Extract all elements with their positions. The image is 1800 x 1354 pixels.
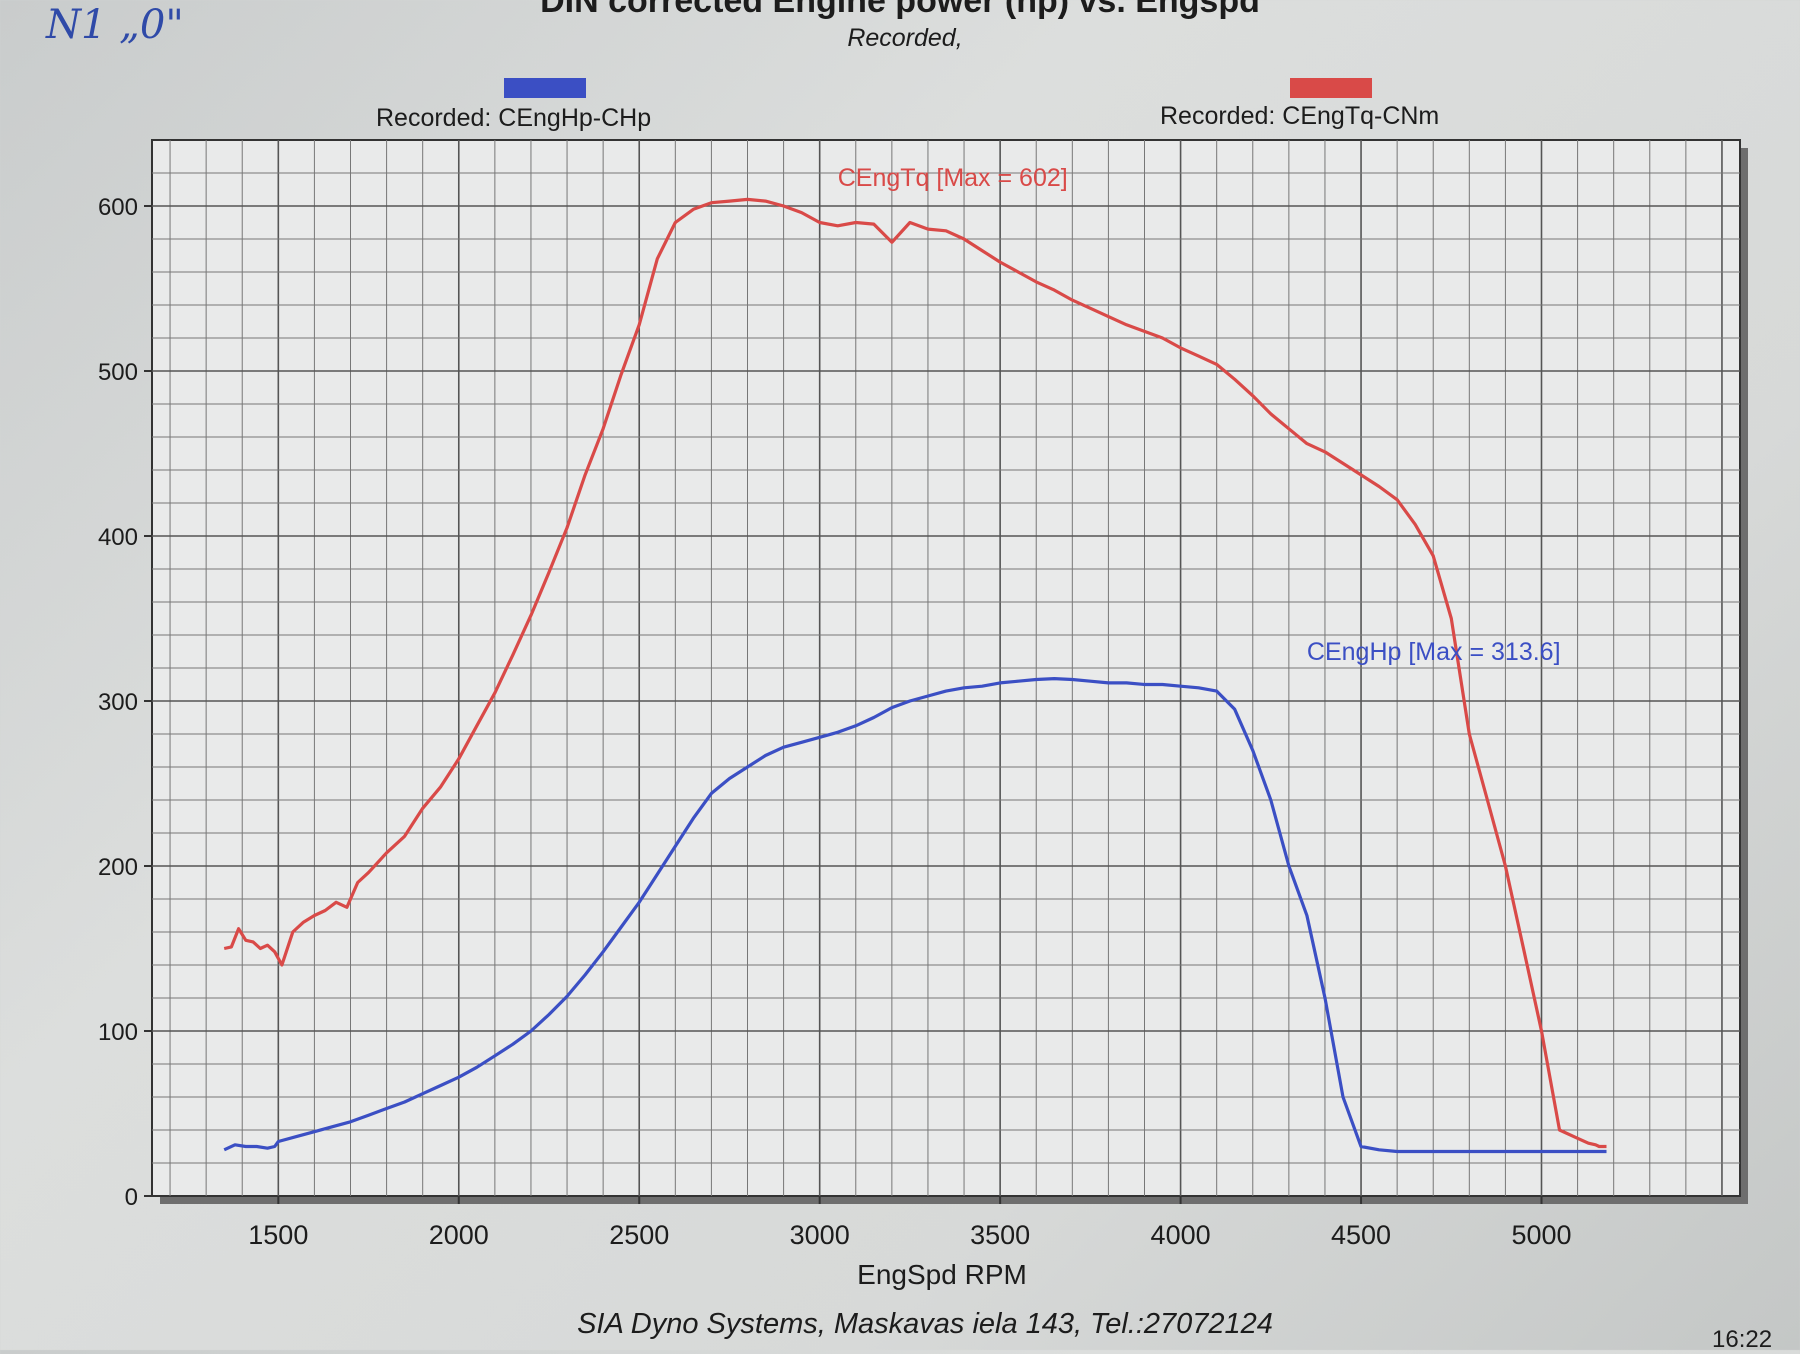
x-tick-label: 2000 <box>429 1220 489 1250</box>
chart-title: DIN corrected Engine power (hp) vs. Engs… <box>540 0 1260 20</box>
y-tick-label: 500 <box>98 359 138 386</box>
legend-swatch-torque <box>1290 78 1372 98</box>
y-tick-label: 0 <box>125 1184 138 1211</box>
x-tick-label: 5000 <box>1511 1220 1571 1250</box>
y-tick-label: 100 <box>98 1019 138 1046</box>
x-tick-label: 3000 <box>790 1220 850 1250</box>
x-tick-label: 4500 <box>1331 1220 1391 1250</box>
chart-subtitle: Recorded, <box>847 24 963 52</box>
series-line-cenghp <box>223 676 1607 1154</box>
x-tick-label: 3500 <box>970 1220 1030 1250</box>
y-tick-label: 200 <box>98 854 138 881</box>
chart-svg: 0 100 200 300 400 500 600 1500 2000 2500 3000 3500 4… <box>98 139 1748 1290</box>
x-axis-label: EngSpd RPM <box>857 1259 1027 1290</box>
legend-label-power: Recorded: CEngHp-CHp <box>376 104 652 132</box>
handwritten-note: N1 „0" <box>46 2 184 48</box>
x-tick-label: 4000 <box>1151 1220 1211 1250</box>
x-tick-label: 2500 <box>609 1220 669 1250</box>
y-tick-label: 400 <box>98 524 138 551</box>
legend-label-torque: Recorded: CEngTq-CNm <box>1160 102 1440 130</box>
axes: 0 100 200 300 400 500 600 1500 2000 2500 3000 3500 4… <box>98 194 1572 1290</box>
legend-swatch-power <box>504 78 586 98</box>
power-max-annotation: CEngHp [Max = 313.6] <box>1307 638 1561 666</box>
grid <box>151 139 1748 1204</box>
x-tick-label: 1500 <box>248 1220 308 1250</box>
footer-company: SIA Dyno Systems, Maskavas iela 143, Tel… <box>577 1308 1273 1340</box>
y-tick-label: 600 <box>98 194 138 221</box>
y-tick-label: 300 <box>98 689 138 716</box>
series: CEngTq [Max = 602] CEngHp [Max = 313.6] <box>223 164 1607 1154</box>
footer-time: 16:22 <box>1712 1326 1773 1353</box>
torque-max-annotation: CEngTq [Max = 602] <box>838 164 1068 192</box>
series-line-cengtq <box>223 197 1607 1149</box>
